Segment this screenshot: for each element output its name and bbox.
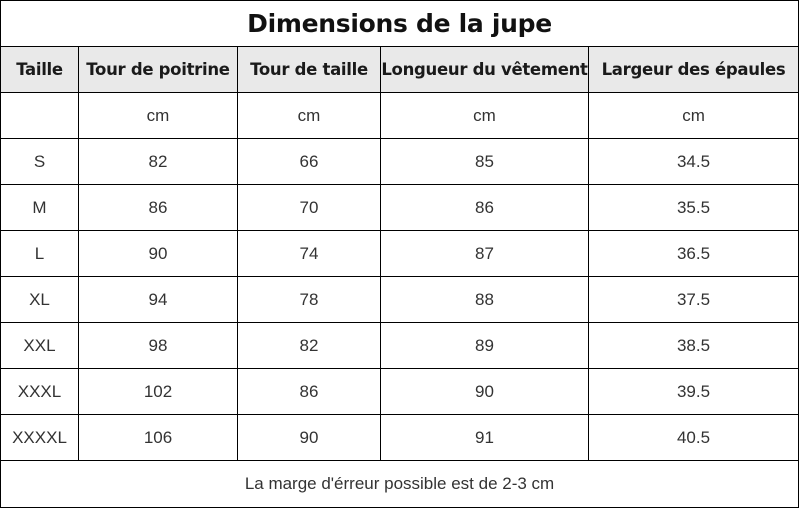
table-cell: 91 <box>380 414 589 461</box>
size-label-cell: XL <box>0 276 79 323</box>
table-cell: 89 <box>380 322 589 369</box>
unit-cell: cm <box>78 92 238 139</box>
table-cell: 82 <box>78 138 238 185</box>
table-title: Dimensions de la jupe <box>0 0 799 47</box>
unit-cell: cm <box>587 92 799 139</box>
unit-cell <box>0 92 79 139</box>
table-cell: 86 <box>380 184 589 231</box>
column-header-size: Taille <box>0 46 79 93</box>
table-row: M 86 70 86 35.5 <box>0 184 799 231</box>
column-header-shoulder: Largeur des épaules <box>587 46 799 93</box>
table-cell: 78 <box>237 276 381 323</box>
table-cell: 74 <box>237 230 381 277</box>
table-cell: 106 <box>78 414 238 461</box>
column-header-waist: Tour de taille <box>237 46 381 93</box>
table-cell: 70 <box>237 184 381 231</box>
table-row: XXXXL 106 90 91 40.5 <box>0 414 799 461</box>
table-row: XXXL 102 86 90 39.5 <box>0 368 799 415</box>
table-cell: 66 <box>237 138 381 185</box>
table-cell: 39.5 <box>587 368 799 415</box>
table-cell: 88 <box>380 276 589 323</box>
size-label-cell: XXXL <box>0 368 79 415</box>
size-label-cell: M <box>0 184 79 231</box>
table-row: XXL 98 82 89 38.5 <box>0 322 799 369</box>
table-cell: 102 <box>78 368 238 415</box>
table-cell: 40.5 <box>587 414 799 461</box>
unit-row: cm cm cm cm <box>0 92 799 139</box>
table-row: XL 94 78 88 37.5 <box>0 276 799 323</box>
table-cell: 85 <box>380 138 589 185</box>
table-cell: 90 <box>78 230 238 277</box>
size-label-cell: XXXXL <box>0 414 79 461</box>
table-cell: 90 <box>380 368 589 415</box>
table-cell: 38.5 <box>587 322 799 369</box>
table-cell: 94 <box>78 276 238 323</box>
table-cell: 86 <box>237 368 381 415</box>
table-cell: 98 <box>78 322 238 369</box>
table-cell: 82 <box>237 322 381 369</box>
unit-cell: cm <box>380 92 589 139</box>
tolerance-note: La marge d'érreur possible est de 2-3 cm <box>0 460 799 508</box>
unit-cell: cm <box>237 92 381 139</box>
table-row: L 90 74 87 36.5 <box>0 230 799 277</box>
column-header-length: Longueur du vêtement <box>380 46 589 93</box>
table-cell: 86 <box>78 184 238 231</box>
table-cell: 35.5 <box>587 184 799 231</box>
size-label-cell: S <box>0 138 79 185</box>
size-label-cell: XXL <box>0 322 79 369</box>
table-cell: 87 <box>380 230 589 277</box>
table-cell: 34.5 <box>587 138 799 185</box>
table-row: S 82 66 85 34.5 <box>0 138 799 185</box>
table-cell: 37.5 <box>587 276 799 323</box>
size-label-cell: L <box>0 230 79 277</box>
column-header-chest: Tour de poitrine <box>78 46 238 93</box>
header-row: Taille Tour de poitrine Tour de taille L… <box>0 46 799 93</box>
title-row: Dimensions de la jupe <box>0 0 799 47</box>
note-row: La marge d'érreur possible est de 2-3 cm <box>0 460 799 508</box>
table-cell: 90 <box>237 414 381 461</box>
table-cell: 36.5 <box>587 230 799 277</box>
